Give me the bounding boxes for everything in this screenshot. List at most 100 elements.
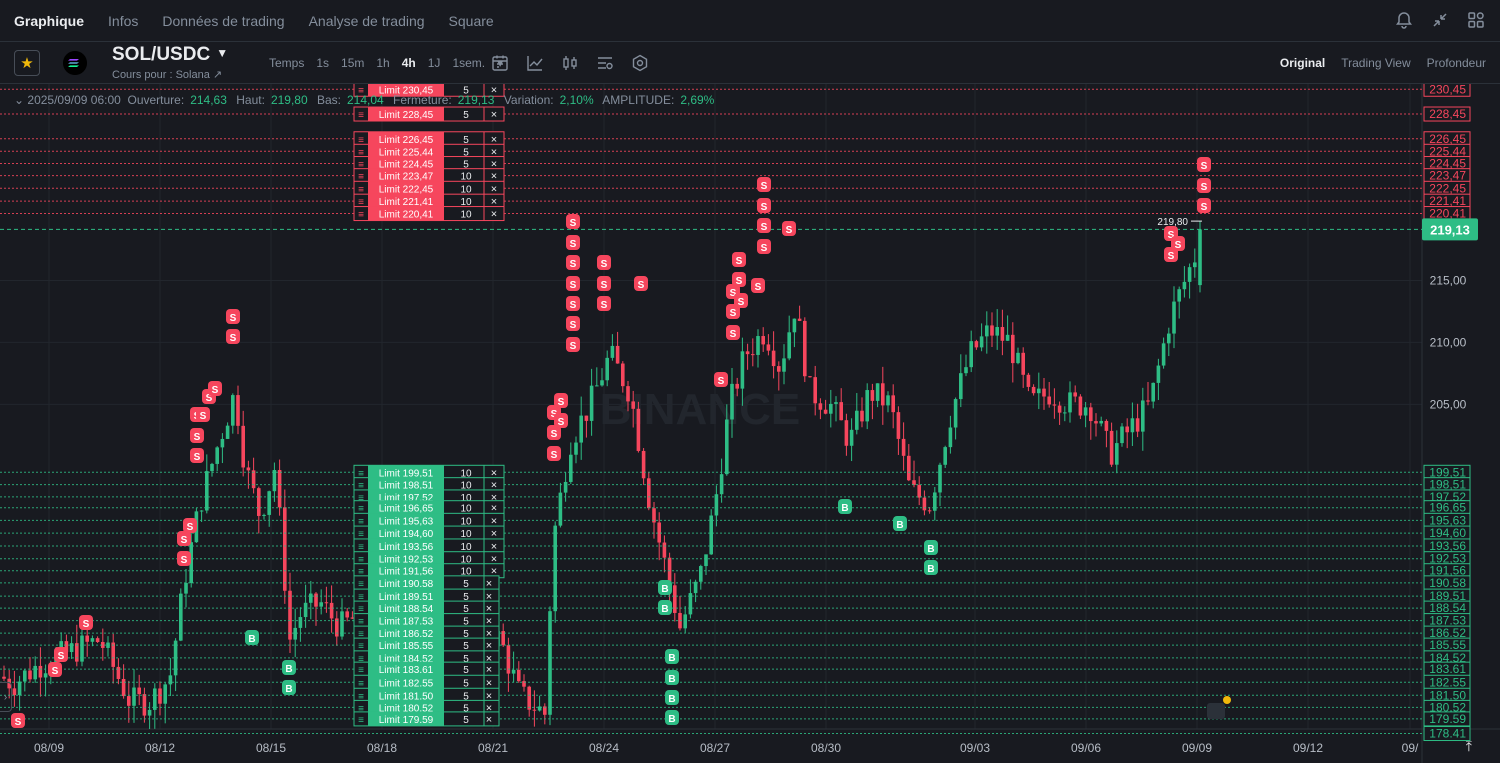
ohlc-toggle-chevron-icon[interactable]: ⌄ [14,93,25,107]
candle-body [818,403,823,410]
tab-square[interactable]: Square [448,12,494,29]
candle-body [1011,334,1015,364]
buy-order-label: Limit 185.55 [379,641,434,652]
drawing-toolbar-toggle[interactable]: › [0,682,12,712]
buy-order-label-bg [368,538,444,553]
candlestick-chart[interactable]: BINANCE 230,45 228,45 226,45225,44224,45223… [0,84,1500,763]
buy-order-label: Limit 194,60 [379,529,434,540]
symbol-selector[interactable]: SOL/USDC ▼ [112,44,229,65]
candle-body [834,402,838,404]
ohlc-close: 219,13 [457,93,495,107]
symbol-subtitle[interactable]: Cours pour : Solana ↗ [112,69,223,81]
y-tick-label: 210,00 [1430,335,1467,349]
candle-body [584,415,589,421]
sell-marker-label: S [181,535,188,546]
indicator-icon[interactable] [525,53,545,73]
sell-order-label: Limit 224,45 [379,160,434,171]
candle-body [792,318,797,333]
bell-icon[interactable] [1394,10,1414,30]
candle-body [548,611,552,715]
sell-marker-label: S [638,280,645,291]
interval-bar: Temps 1s 15m 1h 4h 1J 1sem. ▾ [269,56,515,70]
interval-1j[interactable]: 1J [427,56,441,70]
gear-icon[interactable] [630,53,650,73]
buy-order-label: Limit 192,53 [379,555,434,566]
tab-analyse-trading[interactable]: Analyse de trading [308,12,425,29]
interval-more-chevron-icon[interactable]: ▾ [497,56,504,70]
ohlc-close-label: Fermeture: [393,93,452,107]
candle-body [959,373,963,400]
event-icon[interactable] [1207,703,1225,719]
candle-body [985,325,989,337]
chart-settings-icon[interactable] [595,53,615,73]
chart-area[interactable]: ⌄ 2025/09/09 06:00 Ouverture: 214,63 Haut… [0,84,1500,763]
sell-marker [597,255,611,270]
sell-order-label-bg [368,107,444,122]
sell-marker [190,448,204,463]
cancel-order-icon: × [486,616,492,628]
buy-order-price: 199,51 [1429,465,1466,479]
fit-range-icon[interactable]: ⤒ [1465,738,1472,754]
sell-marker-label: S [83,619,90,630]
x-tick-label: 09/06 [1071,741,1101,755]
tab-graphique[interactable]: Graphique [14,12,85,29]
interval-1h[interactable]: 1h [376,56,390,70]
sell-order-label: Limit 226,45 [379,135,434,146]
candle-body [335,618,339,637]
sell-order-label: Limit 222,45 [379,184,434,195]
sell-marker-label: S [1201,202,1208,213]
candle-body [948,427,953,448]
view-trading-view[interactable]: Trading View [1341,56,1411,70]
cancel-order-icon: × [486,653,492,665]
candle-body [506,645,511,674]
candle-body [277,470,282,508]
sell-marker-label: S [730,288,737,299]
candle-type-icon[interactable] [560,53,580,73]
sell-order-price: 228,45 [1429,107,1466,121]
candle-body [1094,421,1098,424]
drag-handle-icon: ≡ [358,665,364,676]
drag-handle-icon: ≡ [358,481,364,492]
drag-handle-icon: ≡ [358,691,364,702]
cancel-order-icon: × [486,591,492,603]
buy-order-price: 182.55 [1429,675,1466,689]
candle-body [605,357,609,381]
favorite-star-icon[interactable]: ★ [14,50,40,76]
candle-body [595,385,599,387]
sell-marker [226,309,240,324]
candle-body [891,395,895,413]
sell-order-label-bg [368,181,444,196]
candle-body [189,542,193,583]
candle-body [1182,281,1187,290]
sell-marker [177,551,191,566]
candle-body [844,420,849,446]
buy-order-price-tag [1423,711,1471,727]
tab-donnees-trading[interactable]: Données de trading [162,12,285,29]
interval-4h[interactable]: 4h [401,56,416,70]
interval-1sem[interactable]: 1sem. [452,56,486,70]
x-tick-label: 08/09 [34,741,64,755]
layout-grid-icon[interactable] [1466,10,1486,30]
buy-order-price: 194,60 [1429,526,1466,540]
buy-order-label-bg [368,575,444,590]
tab-infos[interactable]: Infos [108,12,139,29]
sell-marker-label: S [736,256,743,267]
candle-body [725,419,729,475]
drag-handle-icon: ≡ [358,617,364,628]
collapse-icon[interactable] [1430,10,1450,30]
candle-body [329,602,334,619]
candle-body [267,491,271,515]
interval-15m[interactable]: 15m [341,56,365,70]
candle-body [501,631,505,646]
sell-marker [726,325,740,340]
interval-1s[interactable]: 1s [316,56,330,70]
current-price-tag [1422,218,1478,241]
ohlc-date: 2025/09/09 06:00 [27,93,121,107]
view-original[interactable]: Original [1279,56,1326,70]
view-profondeur[interactable]: Profondeur [1426,56,1486,70]
candle-body [683,614,687,629]
candle-body [1130,418,1135,433]
calendar-icon[interactable] [490,53,510,73]
sell-order-price-tag [1423,106,1471,122]
sell-marker-label: S [52,666,59,677]
